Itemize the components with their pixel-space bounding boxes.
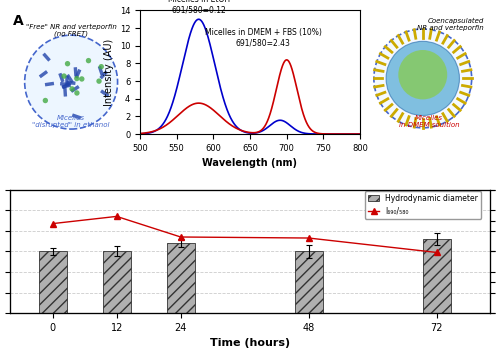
Bar [39,251,66,348]
Text: Micelles in DMEM + FBS (10%)
691/580=2.43: Micelles in DMEM + FBS (10%) 691/580=2.4… [205,28,322,48]
Bar [103,251,130,348]
Circle shape [96,78,102,84]
X-axis label: Wavelength (nm): Wavelength (nm) [202,158,298,168]
FancyBboxPatch shape [72,113,82,120]
Circle shape [374,29,472,128]
FancyBboxPatch shape [98,66,104,76]
FancyBboxPatch shape [70,85,80,93]
FancyBboxPatch shape [42,53,50,62]
FancyBboxPatch shape [74,67,78,77]
Circle shape [24,35,118,129]
Text: Micelles
"disrupted" in ethanol: Micelles "disrupted" in ethanol [32,115,110,128]
FancyBboxPatch shape [60,82,70,86]
Circle shape [70,86,75,92]
Text: Coencapsulated
NR and verteporfin: Coencapsulated NR and verteporfin [417,18,484,31]
FancyBboxPatch shape [66,81,76,85]
Bar [423,239,450,348]
Circle shape [398,50,447,100]
Legend: Hydrodynamic diameter, I₆₉₀/₅₈₀: Hydrodynamic diameter, I₆₉₀/₅₈₀ [365,191,482,219]
Y-axis label: Intensity (AU): Intensity (AU) [104,39,114,106]
Circle shape [74,76,80,81]
FancyBboxPatch shape [100,70,108,79]
Circle shape [386,41,460,116]
FancyBboxPatch shape [39,70,48,78]
Text: Micelles in EtOH
691/580=0.12: Micelles in EtOH 691/580=0.12 [168,0,230,15]
FancyBboxPatch shape [62,84,71,89]
Circle shape [42,98,48,103]
Text: A: A [12,14,23,28]
Text: Micelles
in DMEM soultion: Micelles in DMEM soultion [398,115,459,128]
Bar [167,243,194,348]
FancyBboxPatch shape [62,82,71,89]
FancyBboxPatch shape [45,82,54,86]
FancyBboxPatch shape [63,87,67,97]
Circle shape [65,61,70,66]
FancyBboxPatch shape [66,74,74,84]
FancyBboxPatch shape [100,89,110,97]
FancyBboxPatch shape [74,69,82,79]
Circle shape [98,64,104,69]
Circle shape [74,90,80,96]
Bar [295,251,322,348]
Circle shape [62,73,66,79]
FancyBboxPatch shape [65,76,68,85]
Text: "Free" NR and verteporfin
(no FRET): "Free" NR and verteporfin (no FRET) [26,23,117,37]
Circle shape [79,76,84,82]
Circle shape [86,58,91,63]
X-axis label: Time (hours): Time (hours) [210,339,290,348]
FancyBboxPatch shape [58,73,64,82]
